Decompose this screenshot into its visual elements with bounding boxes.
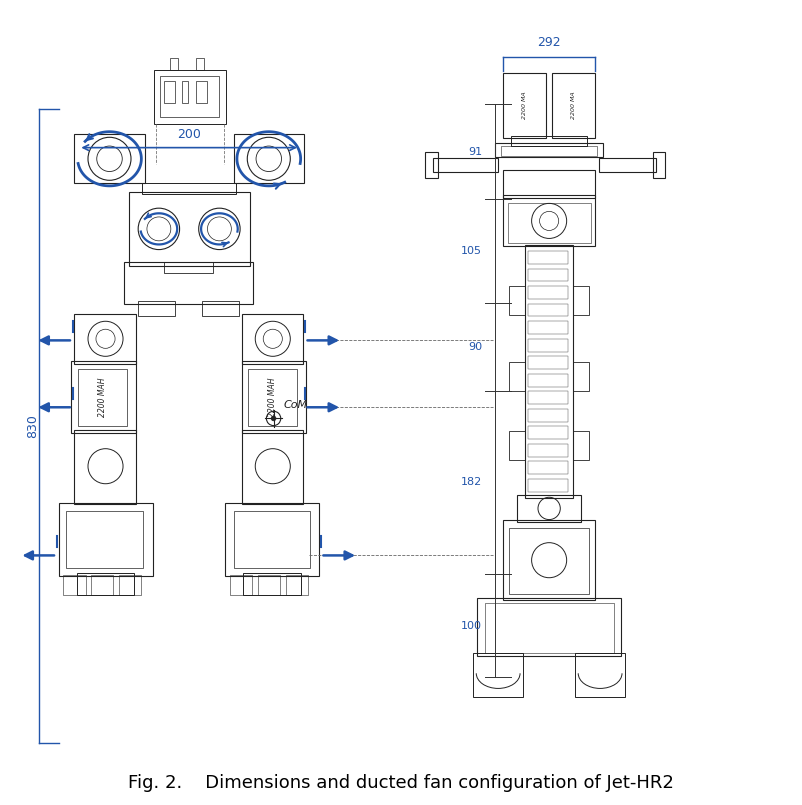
Bar [78, 369, 127, 427]
Text: 830: 830 [26, 415, 38, 439]
Bar [573, 431, 589, 460]
Bar [503, 196, 595, 246]
Bar [63, 575, 86, 595]
Bar [225, 503, 319, 576]
Text: 105: 105 [461, 246, 482, 256]
Bar [154, 69, 226, 124]
Bar [517, 495, 581, 522]
Text: 90: 90 [468, 342, 482, 352]
Bar [529, 427, 569, 440]
Text: 91: 91 [468, 147, 482, 157]
Bar [529, 409, 569, 422]
Circle shape [266, 411, 281, 426]
Bar [248, 369, 298, 427]
Bar [170, 59, 178, 69]
Bar [529, 444, 569, 456]
Bar [241, 431, 303, 505]
Text: Fig. 2.    Dimensions and ducted fan configuration of Jet-HR2: Fig. 2. Dimensions and ducted fan config… [128, 774, 674, 792]
Bar [229, 575, 252, 595]
Bar [529, 479, 569, 492]
Bar [529, 461, 569, 474]
Bar [477, 598, 621, 656]
Bar [503, 170, 595, 198]
Text: 2200 MA: 2200 MA [522, 92, 527, 119]
Bar [286, 575, 308, 595]
Bar [529, 374, 569, 386]
Text: CoM: CoM [283, 400, 307, 411]
Bar [529, 391, 569, 404]
Bar [509, 287, 525, 315]
Bar [433, 158, 498, 172]
Bar [509, 431, 525, 460]
Bar [75, 314, 136, 365]
Bar [196, 80, 208, 103]
Bar [142, 183, 236, 194]
Bar [59, 503, 152, 576]
Bar [508, 204, 590, 243]
Bar [67, 511, 143, 568]
Bar [529, 269, 569, 282]
Bar [202, 300, 238, 316]
Bar [553, 72, 595, 138]
Text: 2200 MAH: 2200 MAH [269, 378, 277, 418]
Bar [529, 321, 569, 334]
Bar [501, 146, 597, 155]
Bar [164, 262, 213, 274]
Text: 100: 100 [461, 621, 482, 630]
Bar [182, 80, 188, 103]
Bar [511, 137, 587, 146]
Bar [598, 158, 656, 172]
Bar [233, 134, 304, 184]
Circle shape [271, 416, 276, 421]
Bar [196, 59, 205, 69]
Bar [164, 80, 175, 103]
Bar [473, 653, 523, 697]
Text: 200: 200 [177, 128, 201, 141]
Bar [529, 357, 569, 369]
Bar [575, 653, 625, 697]
Bar [503, 72, 546, 138]
Bar [160, 76, 220, 118]
Text: 2200 MA: 2200 MA [571, 92, 577, 119]
Bar [509, 528, 589, 593]
Bar [241, 314, 303, 365]
Bar [529, 251, 569, 264]
Bar [138, 300, 175, 316]
Bar [529, 303, 569, 316]
Bar [77, 573, 134, 595]
Bar [509, 362, 525, 390]
Bar [425, 152, 438, 178]
Bar [243, 573, 301, 595]
Bar [128, 192, 249, 266]
Bar [124, 262, 253, 303]
Bar [233, 511, 310, 568]
Text: 182: 182 [461, 477, 482, 487]
Bar [75, 431, 136, 505]
Bar [91, 575, 114, 595]
Bar [503, 520, 595, 600]
Bar [257, 575, 280, 595]
Bar [653, 152, 666, 178]
Bar [529, 287, 569, 299]
Bar [119, 575, 141, 595]
Bar [529, 339, 569, 352]
Bar [573, 362, 589, 390]
Bar [75, 134, 144, 184]
Bar [71, 361, 136, 433]
Bar [525, 245, 573, 498]
Text: 292: 292 [537, 36, 561, 49]
Bar [495, 142, 603, 157]
Bar [241, 361, 306, 433]
Bar [484, 603, 614, 653]
Bar [573, 287, 589, 315]
Text: 2200 MAH: 2200 MAH [98, 378, 107, 418]
